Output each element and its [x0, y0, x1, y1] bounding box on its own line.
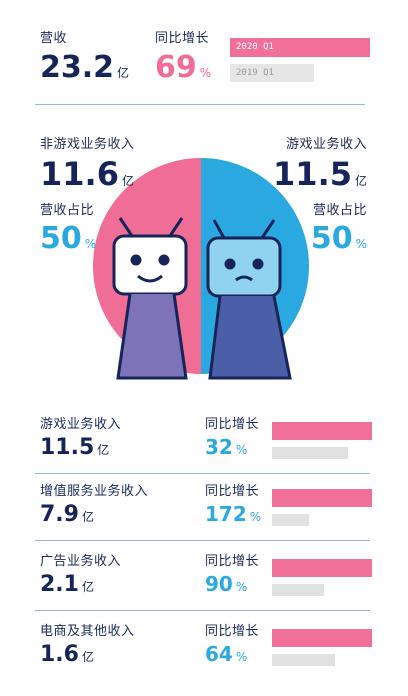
segment-growth: 64% — [205, 642, 247, 666]
legend-2019-swatch — [230, 64, 314, 82]
bar-2019-q1 — [272, 447, 348, 459]
segment-growth-unit: % — [235, 443, 248, 457]
segment-growth-label: 同比增长 — [205, 484, 260, 499]
legend-2020-swatch — [230, 38, 370, 57]
bar-2019-q1 — [272, 514, 309, 526]
revenue-value: 23.2 亿 — [40, 50, 129, 85]
non-game-share-unit: % — [84, 237, 97, 251]
non-game-label: 非游戏业务收入 — [40, 137, 135, 152]
segment-unit: 亿 — [81, 580, 94, 594]
growth-value: 69% — [155, 50, 211, 85]
segment-number: 11.5 — [40, 435, 95, 460]
game-label: 游戏业务收入 — [285, 137, 367, 152]
game-unit: 亿 — [354, 174, 367, 188]
segment-growth-number: 64 — [205, 642, 233, 666]
game-share-number: 50 — [310, 221, 353, 256]
row-divider — [35, 540, 370, 541]
segment-growth: 90% — [205, 572, 247, 596]
segment-growth: 32% — [205, 435, 247, 459]
segment-name: 电商及其他收入 — [40, 624, 135, 639]
segment-value: 7.9 亿 — [40, 502, 94, 527]
mascot-illustration — [112, 217, 292, 380]
revenue-label: 营收 — [40, 31, 68, 46]
bar-2020-q1 — [272, 489, 372, 507]
non-game-unit: 亿 — [121, 174, 134, 188]
segment-growth-unit: % — [235, 580, 248, 594]
revenue-number: 23.2 — [40, 50, 115, 85]
game-number: 11.5 — [273, 155, 352, 193]
segment-growth: 172% — [205, 502, 261, 526]
bar-2019-q1 — [272, 654, 335, 666]
legend-2020-label: 2020 Q1 — [236, 42, 274, 52]
bar-2019-q1 — [272, 584, 324, 596]
segment-unit: 亿 — [81, 510, 94, 524]
segment-growth-unit: % — [235, 650, 248, 664]
game-share: 50% — [311, 221, 367, 256]
growth-number: 69 — [155, 50, 197, 85]
segment-growth-unit: % — [249, 510, 262, 524]
segment-growth-number: 172 — [205, 502, 247, 526]
bar-2020-q1 — [272, 629, 372, 647]
row-divider — [35, 473, 370, 474]
segment-growth-number: 32 — [205, 435, 233, 459]
segment-value: 2.1 亿 — [40, 572, 94, 597]
segment-number: 7.9 — [40, 502, 79, 527]
bar-2020-q1 — [272, 422, 372, 440]
growth-label: 同比增长 — [155, 31, 210, 46]
segment-growth-label: 同比增长 — [205, 624, 260, 639]
revenue-split-pie — [93, 158, 309, 380]
segment-number: 1.6 — [40, 642, 79, 667]
segment-number: 2.1 — [40, 572, 79, 597]
revenue-unit: 亿 — [117, 66, 130, 80]
game-share-unit: % — [355, 237, 367, 251]
non-game-share: 50% — [40, 221, 96, 256]
segment-growth-number: 90 — [205, 572, 233, 596]
game-value: 11.5 亿 — [273, 155, 367, 193]
header-divider — [35, 104, 365, 105]
non-game-value: 11.6 亿 — [40, 155, 134, 193]
non-game-share-label: 营收占比 — [40, 203, 95, 218]
segment-value: 1.6 亿 — [40, 642, 94, 667]
segment-name: 增值服务业务收入 — [40, 484, 149, 499]
row-divider — [35, 610, 370, 611]
growth-unit: % — [199, 66, 212, 80]
segment-name: 广告业务收入 — [40, 554, 122, 569]
legend-2019-label: 2019 Q1 — [236, 68, 274, 78]
segment-growth-label: 同比增长 — [205, 417, 260, 432]
game-share-label: 营收占比 — [312, 203, 367, 218]
segment-value: 11.5 亿 — [40, 435, 109, 460]
bar-2020-q1 — [272, 559, 372, 577]
segment-growth-label: 同比增长 — [205, 554, 260, 569]
segment-name: 游戏业务收入 — [40, 417, 122, 432]
segment-unit: 亿 — [97, 443, 110, 457]
non-game-share-number: 50 — [40, 221, 82, 256]
segment-unit: 亿 — [81, 650, 94, 664]
non-game-number: 11.6 — [40, 155, 119, 193]
